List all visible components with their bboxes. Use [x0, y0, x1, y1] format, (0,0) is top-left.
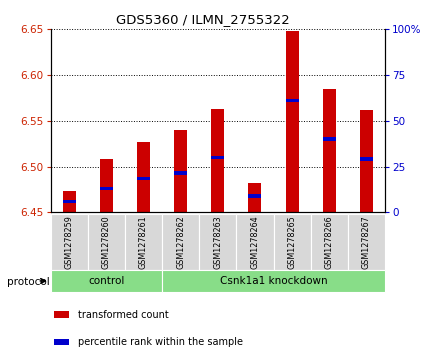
- Bar: [199, 214, 236, 270]
- Bar: [62, 191, 76, 212]
- Bar: [323, 137, 336, 141]
- Bar: [323, 89, 336, 212]
- Bar: [360, 110, 373, 212]
- Bar: [100, 187, 113, 190]
- Bar: [162, 214, 199, 270]
- Bar: [88, 214, 125, 270]
- Text: GSM1278266: GSM1278266: [325, 216, 334, 269]
- Text: GSM1278265: GSM1278265: [288, 215, 297, 269]
- Text: control: control: [88, 276, 125, 286]
- Bar: [348, 214, 385, 270]
- Bar: [249, 194, 261, 198]
- Text: GSM1278261: GSM1278261: [139, 216, 148, 269]
- Text: percentile rank within the sample: percentile rank within the sample: [78, 337, 243, 347]
- Text: GSM1278259: GSM1278259: [65, 215, 73, 269]
- Bar: [174, 130, 187, 212]
- Bar: [274, 214, 311, 270]
- Bar: [286, 99, 299, 102]
- Text: GSM1278260: GSM1278260: [102, 216, 111, 269]
- Text: GSM1278263: GSM1278263: [213, 216, 222, 269]
- Bar: [62, 200, 76, 203]
- Bar: [137, 142, 150, 212]
- Text: GSM1278264: GSM1278264: [250, 216, 260, 269]
- Text: GDS5360 / ILMN_2755322: GDS5360 / ILMN_2755322: [116, 13, 289, 26]
- Text: protocol: protocol: [7, 277, 49, 287]
- Text: GSM1278267: GSM1278267: [362, 215, 371, 269]
- Text: GSM1278262: GSM1278262: [176, 215, 185, 269]
- Bar: [211, 155, 224, 159]
- Bar: [54, 311, 69, 318]
- Bar: [360, 158, 373, 161]
- Bar: [286, 31, 299, 212]
- Bar: [51, 270, 162, 292]
- Bar: [249, 183, 261, 212]
- Bar: [174, 171, 187, 175]
- Bar: [162, 270, 385, 292]
- Bar: [54, 339, 69, 345]
- Bar: [125, 214, 162, 270]
- Bar: [236, 214, 274, 270]
- Bar: [211, 109, 224, 212]
- Bar: [100, 159, 113, 212]
- Text: Csnk1a1 knockdown: Csnk1a1 knockdown: [220, 276, 327, 286]
- Text: transformed count: transformed count: [78, 310, 169, 319]
- Bar: [51, 214, 88, 270]
- Bar: [137, 177, 150, 180]
- Bar: [311, 214, 348, 270]
